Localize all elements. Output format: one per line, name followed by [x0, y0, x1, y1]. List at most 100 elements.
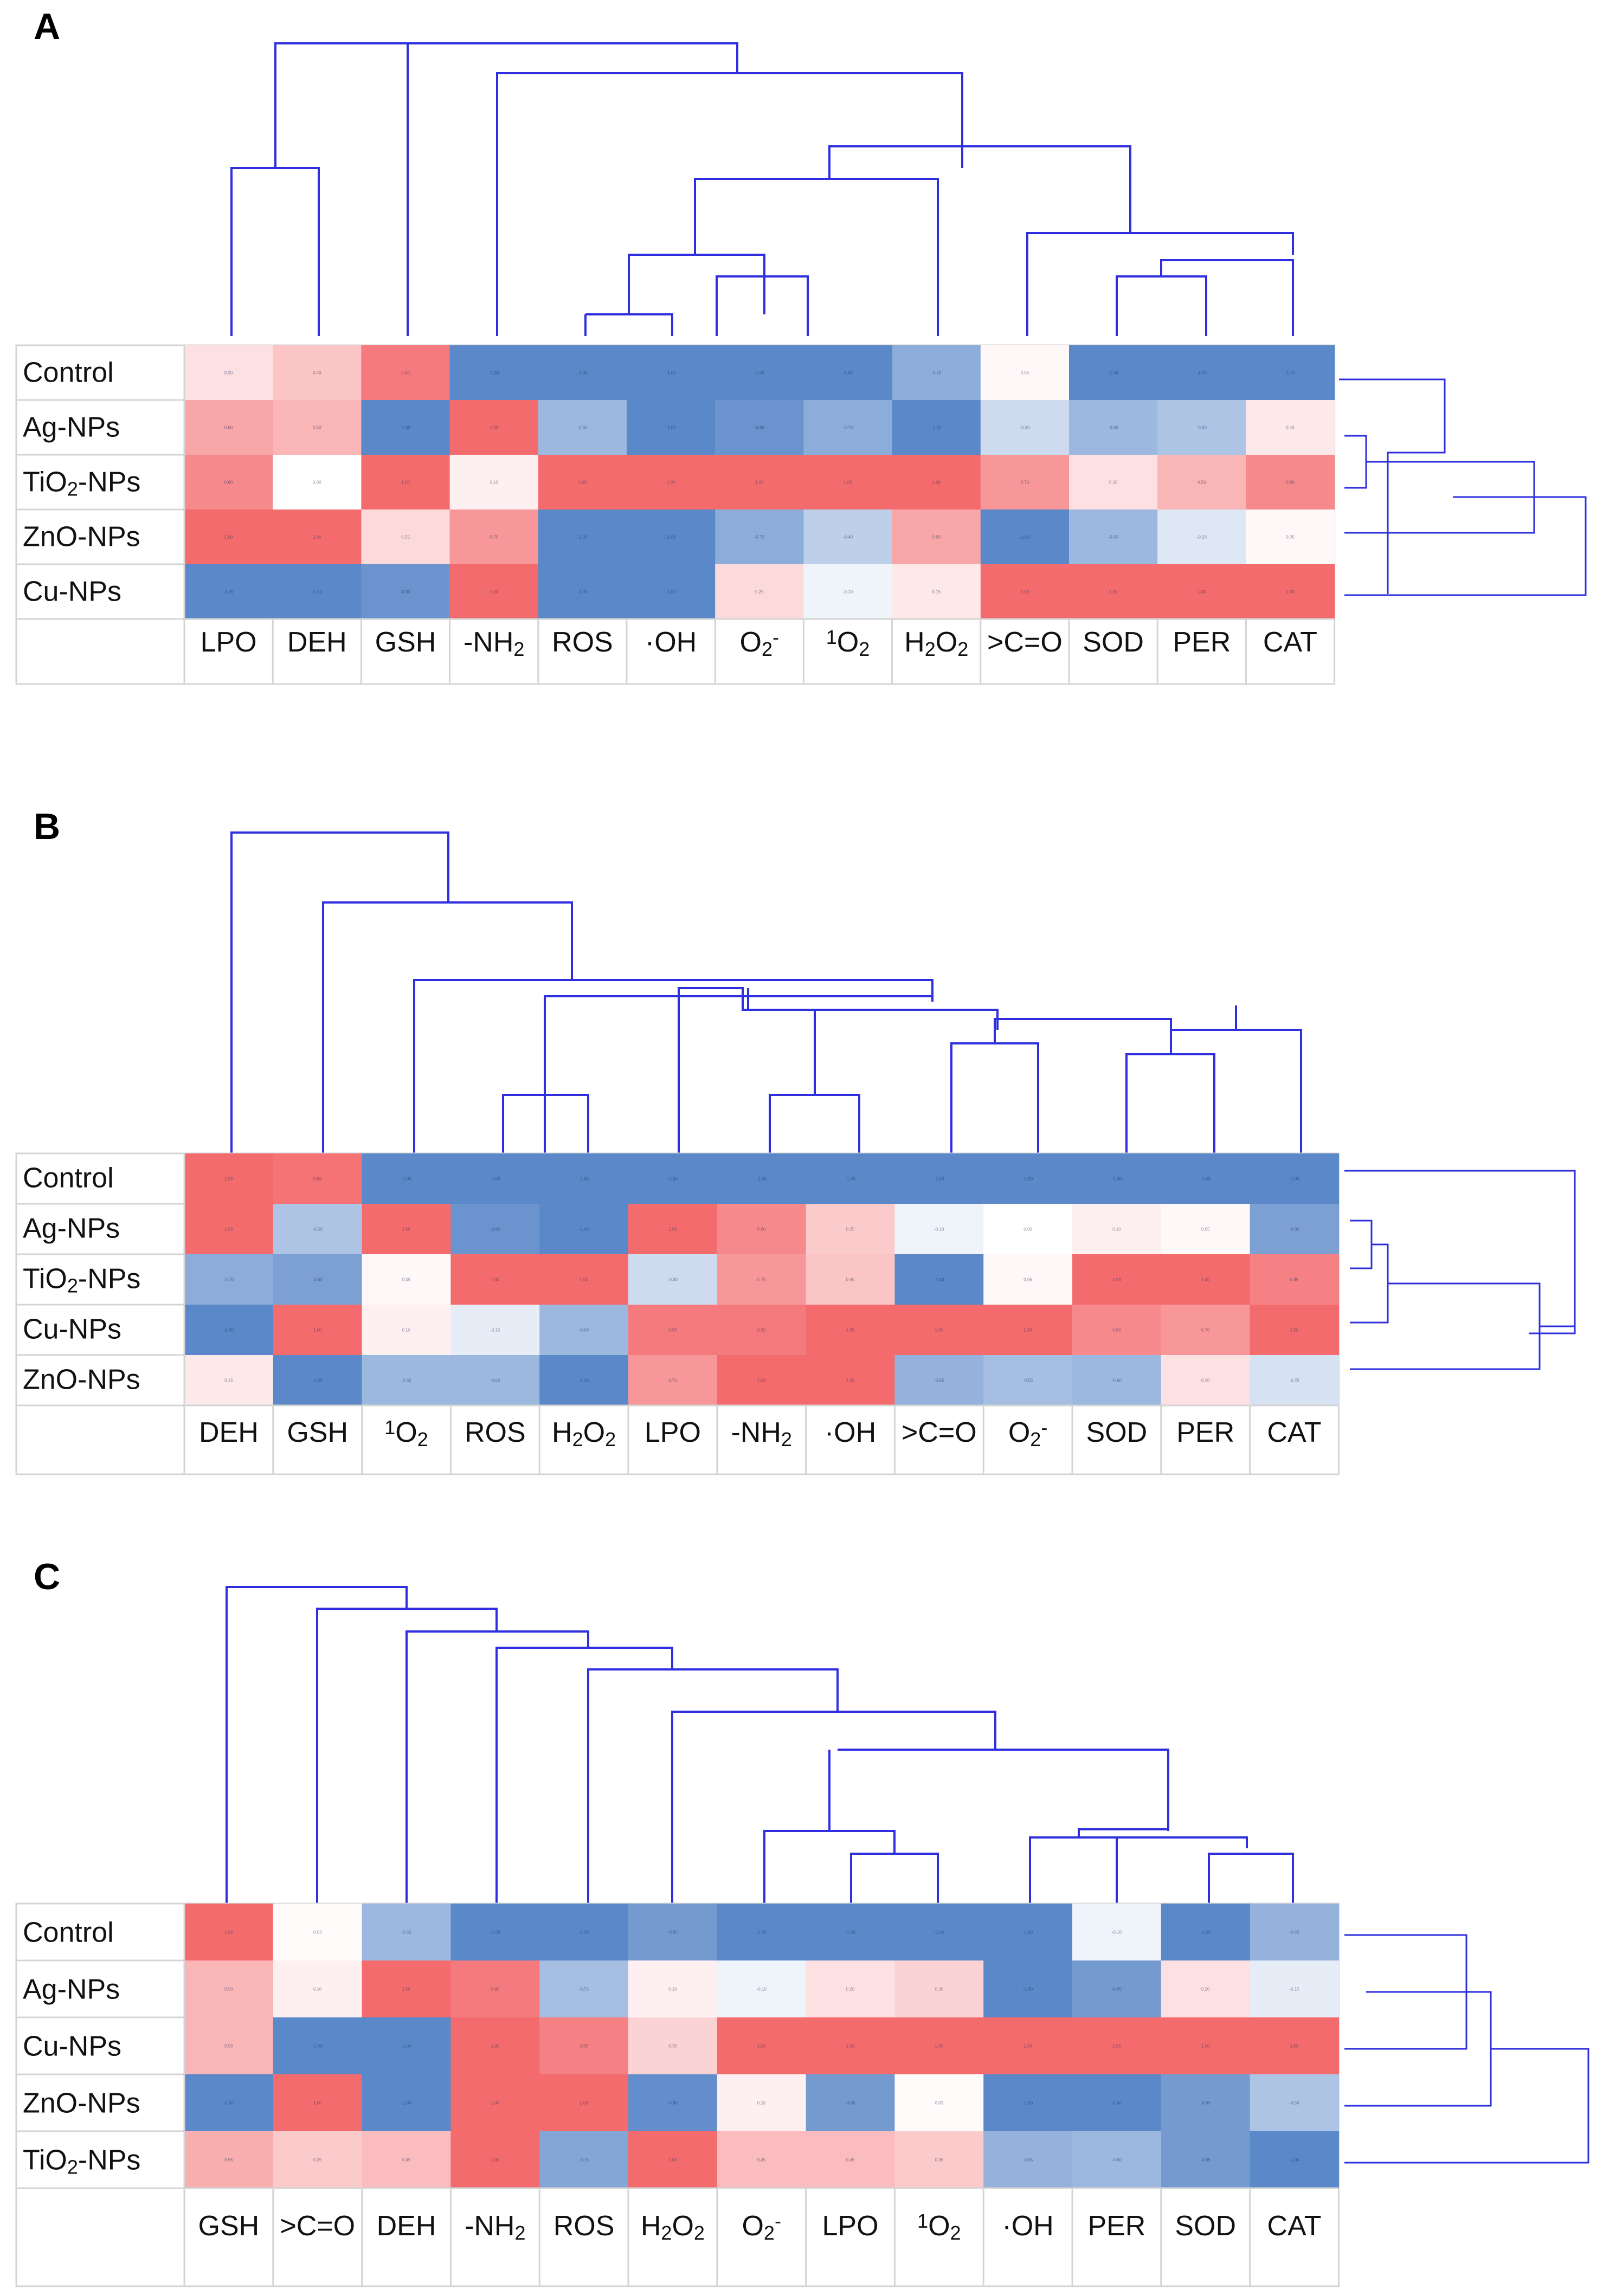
cell-value: 1.00: [402, 1227, 411, 1232]
cell-value: 0.15: [224, 1378, 233, 1383]
column-label: 1O2: [826, 626, 870, 660]
cell-value: 1.00: [1112, 2044, 1121, 2049]
column-label: ROS: [552, 627, 613, 658]
cell-value: -0.60: [1108, 535, 1118, 540]
heatmap-cell: [1250, 1355, 1339, 1406]
heatmap-cell: [273, 1960, 363, 2018]
column-label: GSH: [287, 1417, 348, 1448]
heatmap-cell: [627, 400, 716, 455]
heatmap-cell: [715, 509, 804, 565]
cell-value: 1.00: [491, 2158, 500, 2163]
heatmap-cell: [539, 1153, 629, 1204]
heatmap-cell: [184, 2131, 274, 2189]
panel-c: C Control 1.00 0.03 -0.60 -1.00 -1.00 -0.85 -1.…: [15, 1556, 1589, 2287]
column-label: H2O2: [904, 627, 968, 660]
cell-value: 0.45: [757, 2158, 766, 2163]
heatmap-cell: [1250, 1204, 1339, 1255]
cell-value: 0.20: [1201, 1987, 1210, 1992]
heatmap-cell: [273, 400, 362, 455]
heatmap-cell: [450, 1204, 540, 1255]
cell-value: -1.00: [401, 2044, 411, 2049]
heatmap-cell: [273, 1305, 363, 1356]
heatmap-cell: [449, 509, 539, 565]
cell-value: 0.45: [846, 2158, 855, 2163]
cell-value: 1.00: [224, 1227, 233, 1232]
heatmap-cell: [361, 455, 450, 510]
heatmap-cell: [184, 345, 273, 401]
heatmap-cell: [450, 1355, 540, 1406]
cell-value: -1.00: [843, 371, 853, 376]
heatmap-cell: [1072, 1153, 1162, 1204]
cell-value: -0.60: [401, 1930, 411, 1935]
cell-value: -0.10: [757, 1987, 767, 1992]
heatmap-cell: [362, 1153, 451, 1204]
column-label: SOD: [1175, 2210, 1236, 2242]
heatmap-cell: [717, 2074, 807, 2132]
cell-value: -1.00: [666, 425, 676, 430]
heatmap-cell: [538, 564, 627, 620]
heatmap-cell: [184, 2017, 274, 2075]
cell-value: 0.15: [932, 590, 941, 595]
heatmap-cell: [803, 509, 893, 565]
cell-value: 0.50: [224, 1987, 233, 1992]
cell-value: -0.15: [1289, 1987, 1299, 1992]
cell-value: -1.00: [1112, 1177, 1122, 1182]
column-label: O2-: [742, 2210, 781, 2244]
panel-a-column-dendrogram: [230, 42, 1294, 336]
cell-value: 1.00: [491, 2101, 500, 2106]
cell-value: 0.40: [846, 1278, 855, 1282]
cell-value: -1.00: [934, 1177, 944, 1182]
heatmap-cell: [1161, 1960, 1251, 2018]
heatmap-cell: [628, 1904, 718, 1961]
cell-value: -0.65: [1023, 2158, 1033, 2163]
heatmap-cell: [1246, 509, 1335, 565]
cell-value: 0.10: [313, 1987, 322, 1992]
cell-value: -1.00: [1289, 1177, 1299, 1182]
heatmap-cell: [803, 564, 893, 620]
cell-value: -1.00: [579, 1177, 589, 1182]
cell-value: -0.80: [1289, 1227, 1299, 1232]
cell-value: 1.00: [224, 535, 233, 540]
cell-value: 0.70: [757, 1278, 766, 1282]
heatmap-cell: [715, 345, 804, 401]
cell-value: -1.00: [1023, 1930, 1033, 1935]
cell-value: -1.00: [845, 1177, 855, 1182]
cell-value: 1.00: [313, 2101, 322, 2106]
heatmap-cell: [1072, 1305, 1162, 1356]
cell-value: -1.00: [1023, 1987, 1033, 1992]
row-label: ZnO-NPs: [23, 2087, 140, 2119]
column-label: DEH: [199, 1417, 259, 1448]
panel-b-label: B: [34, 806, 60, 847]
column-label: CAT: [1267, 1417, 1321, 1448]
heatmap-cell: [715, 455, 804, 510]
cell-value: 0.25: [755, 590, 764, 595]
heatmap-cell: [1246, 400, 1335, 455]
cell-value: 0.30: [668, 2044, 677, 2049]
cell-value: -1.00: [313, 2044, 323, 2049]
cell-value: 0.35: [935, 2158, 944, 2163]
column-label: SOD: [1083, 627, 1144, 658]
heatmap-cell: [806, 1204, 895, 1255]
cell-value: 1.00: [224, 1177, 233, 1182]
column-label: >C=O: [902, 1417, 977, 1448]
cell-value: -0.55: [579, 1987, 589, 1992]
heatmap-cell: [892, 345, 981, 401]
cell-value: 0.25: [401, 535, 410, 540]
heatmap-cell: [1161, 2017, 1251, 2075]
cell-value: 0.45: [402, 2158, 411, 2163]
cell-value: -1.00: [1197, 371, 1207, 376]
cell-value: -1.00: [755, 371, 765, 376]
heatmap-cell: [1161, 2131, 1251, 2189]
heatmap-cell: [806, 1960, 895, 2018]
cell-value: -1.00: [401, 2101, 411, 2106]
heatmap-cell: [450, 2131, 540, 2189]
row-label: Ag-NPs: [23, 1213, 120, 1244]
cell-value: 1.00: [846, 1328, 855, 1333]
heatmap-cell: [1250, 1254, 1339, 1305]
heatmap-cell: [450, 1305, 540, 1356]
cell-value: -0.75: [579, 2158, 589, 2163]
heatmap-cell: [539, 2131, 629, 2189]
cell-value: 1.00: [490, 590, 498, 595]
cell-value: -0.70: [931, 371, 942, 376]
